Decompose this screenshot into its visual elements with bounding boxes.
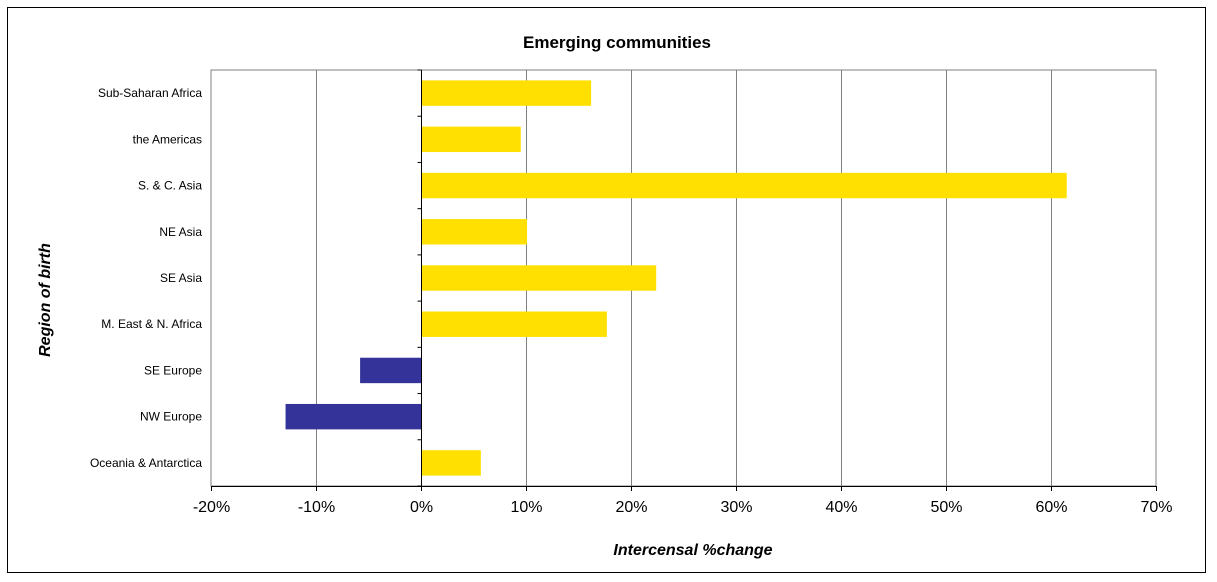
bar xyxy=(421,219,528,245)
x-axis-label: Intercensal %change xyxy=(613,542,772,559)
bar xyxy=(360,357,421,384)
category-label: Oceania & Antarctica xyxy=(90,456,202,470)
bar xyxy=(421,80,592,106)
x-tick-label: 0% xyxy=(410,499,433,516)
x-tick-label: 20% xyxy=(615,499,647,516)
bar xyxy=(421,450,481,476)
x-tick-label: 50% xyxy=(930,499,962,516)
category-label: M. East & N. Africa xyxy=(101,317,202,331)
x-tick-label: 70% xyxy=(1140,499,1172,516)
category-label: S. & C. Asia xyxy=(138,179,202,193)
x-tick-label: 60% xyxy=(1035,499,1067,516)
category-label: SE Asia xyxy=(160,271,202,285)
x-tick-label: 30% xyxy=(720,499,752,516)
category-label: the Americas xyxy=(133,132,202,146)
category-label: Sub-Saharan Africa xyxy=(98,86,202,100)
bar xyxy=(421,311,607,337)
x-tick-label: -20% xyxy=(193,499,230,516)
x-tick-label: -10% xyxy=(298,499,335,516)
x-tick-label: 10% xyxy=(510,499,542,516)
category-label: SE Europe xyxy=(144,363,202,377)
chart-title: Emerging communities xyxy=(523,33,711,52)
bar xyxy=(285,403,421,430)
bar xyxy=(421,172,1067,199)
category-label: NE Asia xyxy=(159,225,202,239)
y-axis-label: Region of birth xyxy=(37,243,54,357)
bar xyxy=(421,126,521,153)
category-label: NW Europe xyxy=(140,410,202,424)
bar xyxy=(421,265,657,291)
x-tick-label: 40% xyxy=(825,499,857,516)
